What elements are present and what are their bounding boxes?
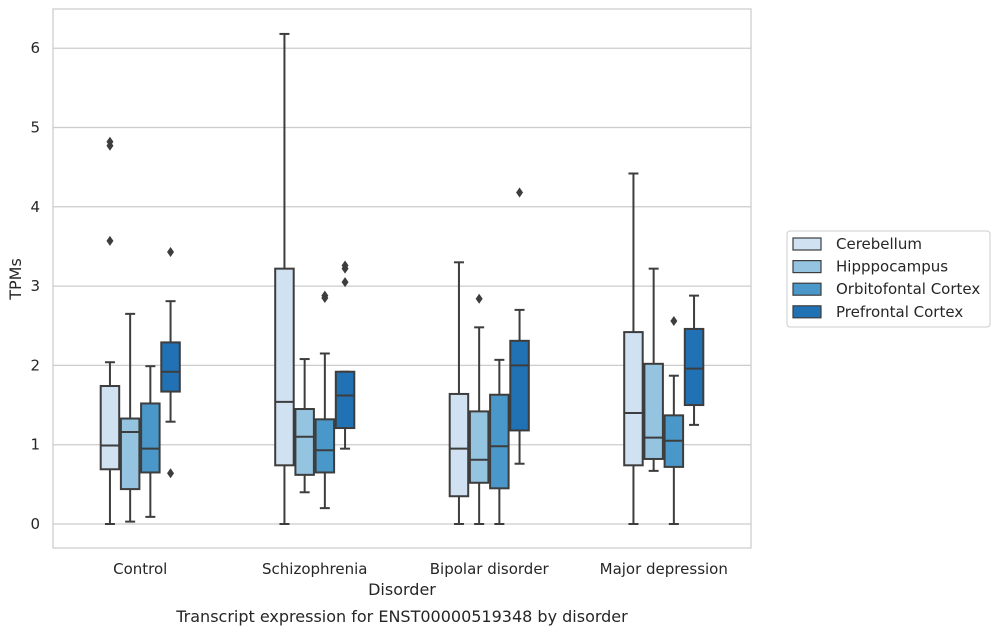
outlier-point [321, 290, 329, 301]
box-prefrontal-cortex [509, 187, 530, 465]
box-body [489, 393, 510, 490]
box-body [623, 331, 644, 467]
box-prefrontal-cortex [160, 247, 181, 479]
y-tick-label: 0 [30, 515, 40, 533]
box-body [314, 418, 336, 474]
x-tick-label: Schizophrenia [262, 560, 367, 578]
outlier-point [167, 468, 175, 479]
box-orbitofontal-cortex [489, 358, 510, 525]
box-body [509, 339, 530, 432]
legend: Cerebellum Hipppocampus Orbitofontal Corte… [786, 230, 991, 328]
legend-label: Cerebellum [836, 235, 922, 253]
box-body [160, 341, 181, 393]
outlier-point [516, 187, 524, 198]
box-body [274, 267, 295, 467]
y-axis-label: TPMs [6, 258, 25, 301]
legend-swatch [792, 260, 822, 274]
box-orbitofontal-cortex [140, 365, 161, 518]
box-body [683, 327, 705, 407]
box-cerebellum [99, 136, 121, 525]
box-cerebellum [448, 261, 470, 525]
box-hipppocampus [468, 293, 490, 525]
box-hipppocampus [643, 267, 664, 472]
outlier-point [167, 247, 175, 258]
legend-swatch [792, 305, 822, 319]
legend-label: Orbitofontal Cortex [836, 280, 980, 298]
box-orbitofontal-cortex [314, 290, 336, 510]
y-tick-label: 4 [30, 198, 40, 216]
y-tick-label: 3 [30, 277, 40, 295]
box-body [468, 410, 490, 484]
legend-swatch [792, 282, 822, 296]
legend-frame [786, 230, 991, 328]
x-axis-label: Disorder [368, 580, 436, 599]
x-tick-label: Control [113, 560, 167, 578]
outlier-point [670, 315, 678, 326]
box-body [99, 385, 121, 471]
box-body [140, 402, 161, 474]
outlier-point [341, 260, 349, 271]
box-hipppocampus [294, 358, 315, 494]
outlier-point [106, 136, 114, 147]
legend-swatch [792, 237, 822, 251]
y-axis-ticks: 0 1 2 3 4 5 6 [30, 39, 40, 533]
outlier-point [341, 277, 349, 288]
x-tick-label: Major depression [600, 560, 728, 578]
box-body [294, 408, 315, 476]
box-body [643, 362, 664, 460]
box-orbitofontal-cortex [663, 315, 685, 525]
x-tick-label: Bipolar disorder [430, 560, 550, 578]
box-body [448, 392, 470, 498]
box-prefrontal-cortex [683, 294, 705, 426]
outlier-point [106, 235, 114, 246]
box-body [334, 370, 356, 430]
box-hipppocampus [119, 312, 141, 523]
legend-label: Prefrontal Cortex [836, 303, 963, 321]
y-tick-label: 2 [30, 356, 40, 374]
outlier-point [475, 293, 483, 304]
box-cerebellum [623, 172, 644, 525]
legend-label: Hipppocampus [836, 258, 948, 276]
box-prefrontal-cortex [334, 260, 356, 450]
y-tick-label: 1 [30, 436, 40, 454]
y-tick-label: 6 [30, 39, 40, 57]
chart-caption: Transcript expression for ENST0000051934… [175, 607, 628, 626]
y-tick-label: 5 [30, 119, 40, 137]
x-axis-ticks: Control Schizophrenia Bipolar disorder Majo… [113, 560, 728, 578]
box-series [99, 32, 705, 525]
box-cerebellum [274, 32, 295, 525]
box-body [119, 417, 141, 491]
